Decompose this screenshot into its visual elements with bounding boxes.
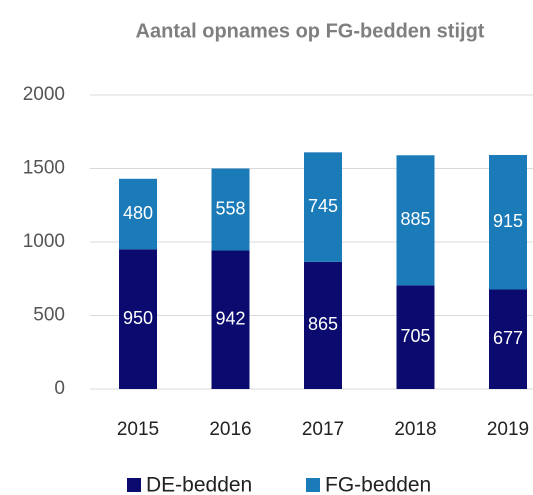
x-tick-label: 2015 — [117, 419, 159, 440]
bar-segment — [304, 261, 342, 389]
y-tick-label: 1500 — [23, 158, 65, 179]
data-label: 705 — [400, 326, 430, 346]
bar-segment — [489, 289, 527, 389]
bar-segment — [211, 168, 250, 251]
bar-segment — [396, 285, 435, 389]
data-label: 865 — [308, 314, 338, 334]
y-tick-label: 0 — [54, 378, 65, 399]
x-tick-label: 2019 — [487, 419, 529, 440]
data-label: 885 — [400, 209, 430, 229]
x-tick-label: 2017 — [302, 419, 344, 440]
bar-segment — [211, 250, 250, 389]
bar-segment — [304, 152, 342, 262]
x-tick-label: 2018 — [394, 419, 436, 440]
bar-segment — [119, 249, 157, 389]
bar-segment — [489, 154, 527, 290]
chart-title: Aantal opnames op FG-bedden stijgt — [136, 20, 485, 42]
data-label: 942 — [215, 309, 245, 329]
legend-swatch — [306, 478, 320, 492]
x-tick-label: 2016 — [209, 419, 251, 440]
bar-segment — [119, 178, 157, 250]
data-label: 915 — [493, 211, 523, 231]
legend-label: FG-bedden — [325, 474, 431, 495]
y-tick-label: 500 — [33, 305, 65, 326]
y-tick-label: 2000 — [23, 84, 65, 105]
legend-swatch — [127, 478, 141, 492]
data-label: 745 — [308, 196, 338, 216]
data-label: 950 — [123, 308, 153, 328]
data-label: 677 — [493, 328, 523, 348]
data-label: 480 — [123, 203, 153, 223]
bar-segment — [396, 155, 435, 286]
y-tick-label: 1000 — [23, 231, 65, 252]
data-label: 558 — [215, 198, 245, 218]
legend-label: DE-bedden — [146, 474, 252, 495]
